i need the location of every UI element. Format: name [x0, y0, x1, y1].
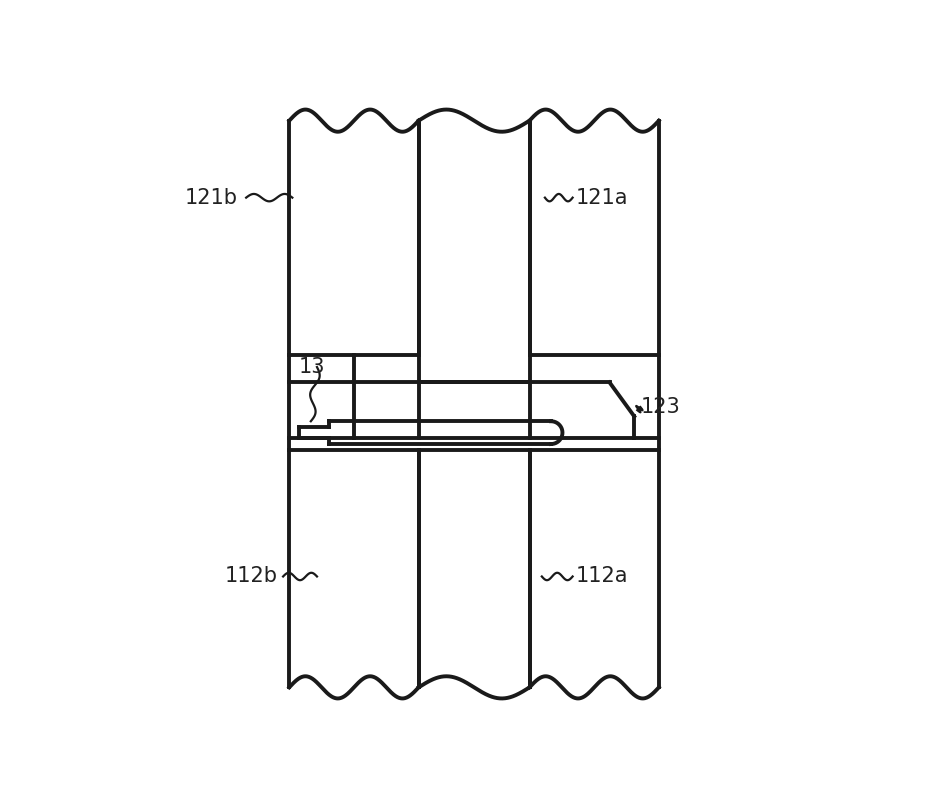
- Text: 121a: 121a: [575, 188, 628, 208]
- Text: 123: 123: [640, 397, 680, 417]
- Text: 112a: 112a: [575, 566, 628, 586]
- Text: 13: 13: [299, 357, 325, 377]
- Text: 112b: 112b: [225, 566, 278, 586]
- Text: 121b: 121b: [185, 188, 238, 208]
